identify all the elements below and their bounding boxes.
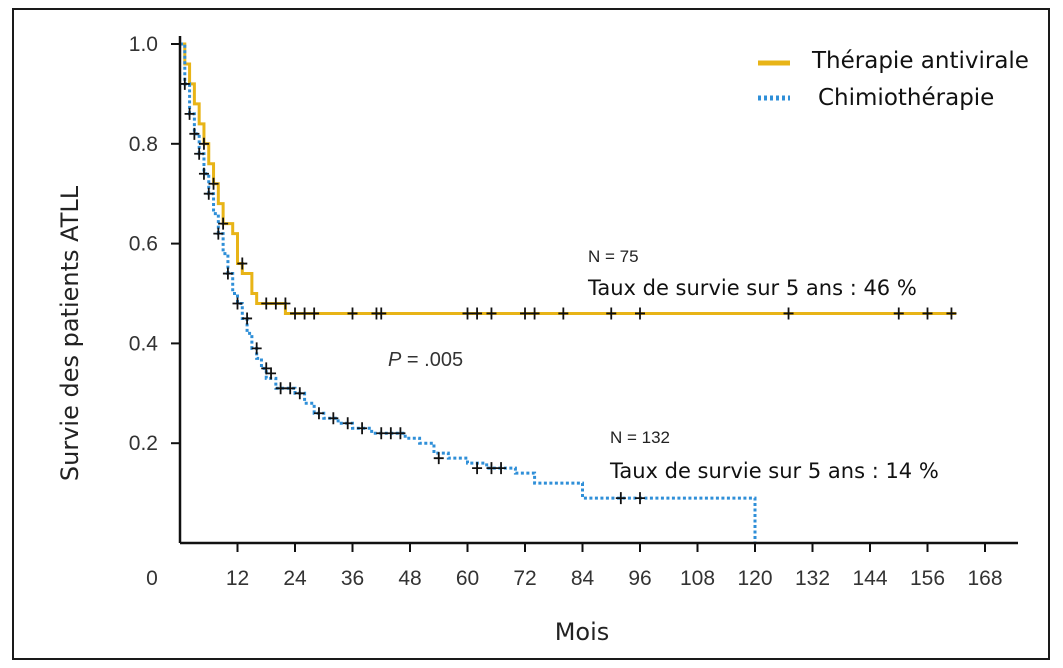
censor-mark [313,407,324,420]
x-tick-label: 96 [628,567,651,590]
censor-mark [376,307,387,320]
chart-frame [12,8,1050,660]
censor-mark [496,462,507,475]
antiviral-n-label: N = 75 [588,247,639,266]
censor-mark [615,492,626,505]
antiviral-rate-label: Taux de survie sur 5 ans : 46 % [587,276,917,300]
censor-mark [261,297,272,310]
censor-mark [385,427,396,440]
axes-layer [178,36,1018,545]
censor-mark [922,307,933,320]
y-tick-label: 0.2 [129,432,158,455]
censor-mark [347,307,358,320]
censor-mark [251,342,262,355]
censor-mark [635,307,645,320]
censor-mark [529,307,540,320]
p-value-label: P = .005 [388,349,463,371]
y-tick-label: 0.8 [129,133,158,156]
p-letter: P [388,349,402,371]
censor-mark [299,307,310,320]
censor-mark [275,382,286,395]
censor-mark [783,307,794,320]
x-tick-label: 120 [737,567,772,590]
chemo-n-label: N = 132 [610,428,670,447]
censor-mark [270,297,281,310]
censor-mark [189,127,200,140]
y-tick-label: 1.0 [129,33,158,56]
x-tick-label: 84 [571,567,595,590]
x-tick-label: 168 [967,567,1002,590]
y-tick-label: 0.6 [129,233,158,256]
censor-mark [357,422,368,435]
legend: Thérapie antivirale Chimiothérapie [758,48,1029,111]
censor-mark [203,187,214,200]
x-tick-label: 156 [910,567,945,590]
x-tick-label: 144 [852,567,887,590]
legend-label-chemo: Chimiothérapie [818,85,994,111]
censor-marks-layer [179,77,957,505]
censor-mark [328,412,339,425]
censor-mark [179,77,190,90]
legend-label-antiviral: Thérapie antivirale [811,48,1029,74]
censor-mark [472,307,483,320]
censor-mark [893,307,904,320]
censor-mark [213,227,224,240]
x-tick-label: 48 [398,567,421,590]
censor-mark [218,217,229,230]
censor-mark [342,417,353,430]
censor-mark [395,427,406,440]
censor-mark [266,367,277,380]
censor-mark [280,297,291,310]
x-tick-label: 60 [456,567,479,590]
censor-mark [242,312,253,325]
x-tick-label: 108 [680,567,715,590]
x-tick-label: 72 [513,567,536,590]
censor-mark [198,137,209,150]
censor-mark [606,307,617,320]
censor-mark [208,177,219,190]
x-tick-label: 36 [341,567,364,590]
censor-mark [237,257,248,270]
censor-mark [285,382,296,395]
censor-mark [232,297,243,310]
censor-mark [946,307,957,320]
x-axis-title: Mois [555,618,610,646]
x-tick-label: 0 [146,567,158,590]
censor-mark [184,107,195,120]
y-tick-label: 0.4 [129,332,159,355]
ticks-layer: 0 12 24 36 48 60 72 84 96 108 120 132 144 156 168 0.2 0.… [129,33,1003,590]
censor-mark [309,307,320,320]
censor-mark [558,307,569,320]
censor-mark [194,147,205,160]
x-tick-label: 12 [226,567,249,590]
censor-mark [290,307,300,320]
censor-mark [294,387,305,400]
censor-mark [462,307,473,320]
y-axis-title: Survie des patients ATLL [56,185,84,481]
x-tick-label: 24 [283,567,307,590]
x-tick-label: 132 [795,567,830,590]
censor-mark [486,307,497,320]
censor-mark [486,462,497,475]
censor-mark [376,427,387,440]
censor-mark [635,492,645,505]
series-line-antiviral [180,42,957,315]
p-number: = .005 [401,349,463,371]
chemo-rate-label: Taux de survie sur 5 ans : 14 % [609,459,939,483]
censor-mark [222,267,233,280]
censor-mark [433,452,444,465]
censor-mark [198,167,209,180]
censor-mark [472,462,483,475]
censor-mark [520,307,530,320]
censor-mark [261,362,272,375]
